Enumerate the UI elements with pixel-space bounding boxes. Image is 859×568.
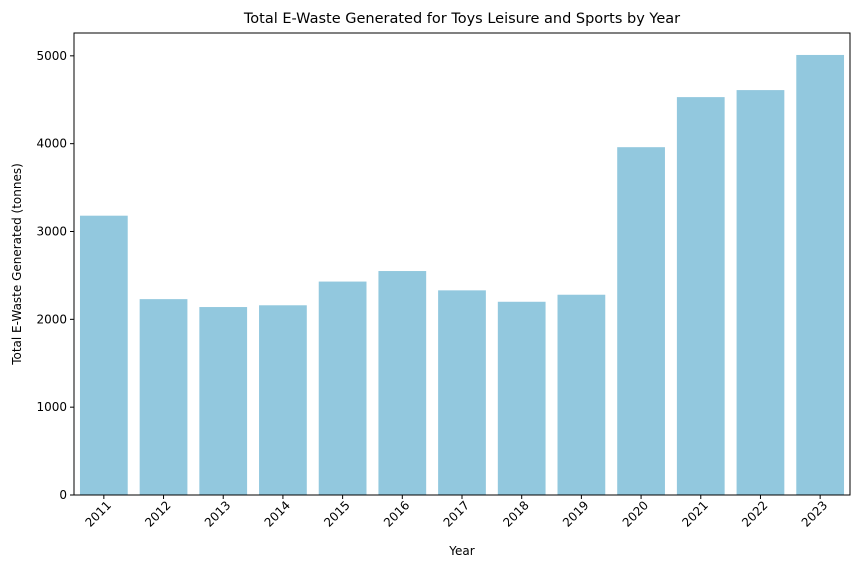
- bar-2011: [79, 215, 128, 495]
- bar-2016: [378, 271, 427, 495]
- y-axis-title: Total E-Waste Generated (tonnes): [10, 163, 24, 366]
- x-tick-label: 2019: [560, 498, 591, 529]
- y-tick-label: 1000: [36, 400, 67, 414]
- x-tick-label: 2021: [679, 498, 710, 529]
- bar-2023: [796, 54, 845, 496]
- x-tick-label: 2015: [321, 498, 352, 529]
- bar-2014: [259, 305, 307, 495]
- x-tick-label: 2011: [82, 498, 113, 529]
- bar-2019: [557, 294, 606, 495]
- bars-group: [79, 54, 845, 496]
- x-tick-label: 2020: [620, 498, 651, 529]
- bar-2012: [139, 299, 188, 495]
- x-tick-label: 2012: [142, 498, 173, 529]
- x-tick-label: 2022: [739, 498, 770, 529]
- x-tick-label: 2014: [262, 498, 293, 529]
- bar-2018: [497, 301, 546, 495]
- x-axis: 2011 2012 2013 2014 2015 2016 2017 2018 2019 2020…: [82, 495, 830, 530]
- plot-frame: [73, 32, 851, 496]
- y-tick-label: 4000: [36, 137, 67, 151]
- x-axis-title: Year: [448, 544, 474, 558]
- chart-title: Total E-Waste Generated for Toys Leisure…: [243, 11, 680, 27]
- bar-2022: [736, 90, 785, 495]
- y-tick-label: 2000: [36, 312, 67, 326]
- x-tick-label: 2018: [500, 498, 531, 529]
- bar-2020: [617, 147, 665, 495]
- x-tick-label: 2017: [441, 498, 472, 529]
- x-tick-label: 2016: [381, 498, 412, 529]
- bar-2013: [199, 307, 248, 495]
- bar-2021: [676, 97, 725, 496]
- y-tick-label: 5000: [36, 49, 67, 63]
- y-tick-label: 0: [59, 488, 67, 502]
- x-tick-label: 2023: [799, 498, 830, 529]
- bar-2017: [438, 290, 486, 495]
- x-tick-label: 2013: [202, 498, 233, 529]
- y-tick-label: 3000: [36, 225, 67, 239]
- bar-2015: [318, 281, 367, 495]
- y-axis: 0 1000 2000 3000 4000 5000: [36, 49, 74, 502]
